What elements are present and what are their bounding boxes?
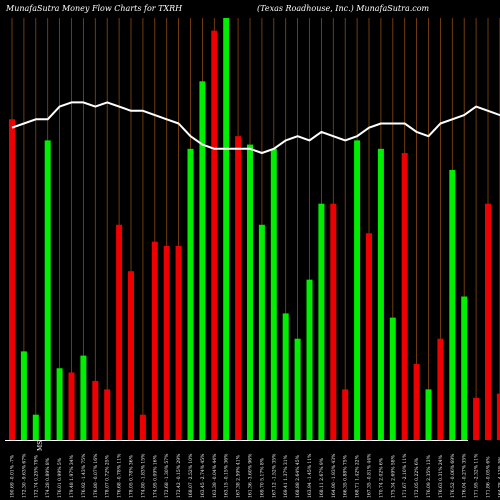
x-tick-label: 190.69 -0.01% -7% — [10, 454, 16, 498]
money-flow-bar — [139, 414, 146, 440]
money-flow-bar — [20, 351, 27, 440]
money-flow-bar — [187, 148, 194, 440]
money-flow-bar — [377, 148, 384, 440]
money-flow-bar — [116, 224, 123, 440]
x-tick-label: 172.05 0.22% 6% — [414, 457, 420, 498]
x-tick-label: 171.86 -0.05% 6% — [486, 456, 492, 498]
x-tick-label: 164.90 -1.93% 43% — [331, 453, 337, 498]
money-flow-bar — [330, 203, 337, 440]
x-tick-label: 172.30 -9.63% 67% — [21, 453, 27, 498]
money-flow-bar — [294, 338, 301, 440]
money-flow-bar — [473, 397, 480, 440]
x-tick-label: 167.12 -1.52% 35% — [271, 453, 277, 498]
x-tick-label: 163.39 -0.04% 44% — [212, 453, 218, 498]
x-tick-label: 176.68 -0.78% 11% — [117, 453, 123, 498]
money-flow-bar — [104, 389, 111, 440]
x-tick-label: 178.05 0.78% 36% — [129, 454, 135, 498]
money-flow-bar — [247, 144, 253, 440]
money-flow-bar — [485, 203, 491, 440]
x-tick-label: 172.42 -0.15% 29% — [176, 453, 182, 498]
x-tick-label: 163.15 -0.15% 36% — [224, 453, 230, 498]
x-tick-label: 179.48 1.97% 34% — [69, 454, 75, 498]
x-tick-label: 168.07 -2.52% 10% — [188, 453, 194, 498]
x-tick-label: 168.11 2.67% 9% — [319, 457, 325, 498]
money-flow-bar — [413, 364, 420, 440]
money-flow-bar — [32, 414, 39, 440]
x-tick-label: 176.52 -0.06% 69% — [450, 453, 456, 498]
money-flow-bar — [496, 393, 500, 440]
money-flow-bar — [258, 224, 265, 440]
x-tick-label: 167.38 2.59% 41% — [236, 454, 242, 498]
x-tick-label: 176.01 0.99% 5% — [57, 457, 63, 498]
money-flow-bar — [9, 119, 15, 440]
x-tick-label: 168.71 1.42% 22% — [355, 454, 361, 498]
money-flow-bar — [80, 355, 87, 440]
x-tick-label: 167.35 -0.81% 44% — [367, 453, 373, 498]
money-flow-bar — [211, 30, 218, 440]
x-tick-label: 176.92 -1.43% 75% — [81, 453, 87, 498]
x-tick-label: 169.41 1.37% 31% — [283, 454, 289, 498]
money-flow-bar — [199, 81, 206, 441]
x-tick-label: 163.45 -2.74% 45% — [200, 453, 206, 498]
x-tick-label: 176.09 2.35% 13% — [426, 454, 432, 498]
money-flow-bars — [9, 18, 500, 441]
x-tick-label: 163.94 -1.45% 11% — [307, 453, 313, 498]
x-tick-label: 169.70 5.17% 8% — [259, 457, 265, 498]
x-tick-label: 174.95 0.09% 16% — [152, 454, 158, 498]
money-flow-bar — [354, 140, 361, 440]
money-flow-bar — [163, 245, 170, 440]
price-line-path — [11, 101, 500, 154]
money-flow-bar — [342, 389, 349, 440]
x-tick-labels: 190.69 -0.01% -7% 172.30 -9.63% 67% 172.74… — [10, 453, 500, 498]
money-flow-bar — [437, 338, 444, 440]
x-tick-label: 164.78 -4.12% 5% — [497, 456, 500, 498]
money-flow-bar — [175, 245, 182, 440]
x-tick-label: 176.63 0.31% 24% — [438, 454, 444, 498]
small-axis-mark: MS — [37, 441, 44, 451]
x-tick-label: 176.80 -0.07% 16% — [93, 453, 99, 498]
money-flow-bar — [151, 241, 158, 440]
money-flow-bar — [92, 380, 99, 440]
x-tick-label: 172.68 -1.30% 57% — [164, 453, 170, 498]
money-flow-bar — [68, 372, 75, 440]
money-flow-bar — [461, 296, 468, 440]
x-tick-label: 166.35 0.88% 75% — [343, 454, 349, 498]
money-flow-bar — [366, 233, 372, 440]
x-tick-label: 168.88 2.64% 45% — [295, 454, 301, 498]
x-tick-label: 161.36 -3.60% 96% — [248, 453, 254, 498]
money-flow-bar — [306, 279, 313, 440]
money-flow-bar — [389, 317, 396, 440]
x-tick-label: 174.28 0.89% 8% — [45, 457, 51, 498]
chart-source-label: (Texas Roadhouse, Inc.) MunafaSutra.com — [257, 4, 430, 13]
x-tick-label: 174.80 -1.83% 15% — [140, 453, 146, 498]
x-tick-label: 170.74 2.02% 6% — [378, 457, 384, 498]
price-line — [11, 101, 500, 154]
chart-title: MunafaSutra Money Flow Charts for TXRH — [5, 4, 183, 13]
money-flow-bar — [128, 271, 134, 440]
x-tick-label: 178.07 0.72% 25% — [105, 454, 111, 498]
money-flow-bar — [56, 368, 63, 440]
x-tick-label: 171.95 -2.32% 11% — [474, 453, 480, 498]
money-flow-bar — [318, 203, 325, 440]
money-flow-bar — [223, 18, 230, 440]
money-flow-bar — [449, 169, 456, 441]
money-flow-bar — [282, 313, 289, 440]
x-tick-label: 176.04 -0.27% 35% — [462, 453, 468, 498]
x-tick-label: 171.67 -2.10% 11% — [402, 453, 408, 498]
money-flow-bar — [44, 140, 51, 440]
money-flow-bar — [425, 389, 432, 440]
money-flow-bar — [270, 148, 277, 440]
money-flow-bar — [235, 136, 242, 440]
money-flow-bar — [401, 153, 408, 441]
x-tick-label: 172.74 0.25% 79% — [33, 454, 39, 498]
x-tick-label: 175.34 2.69% 58% — [390, 454, 396, 498]
